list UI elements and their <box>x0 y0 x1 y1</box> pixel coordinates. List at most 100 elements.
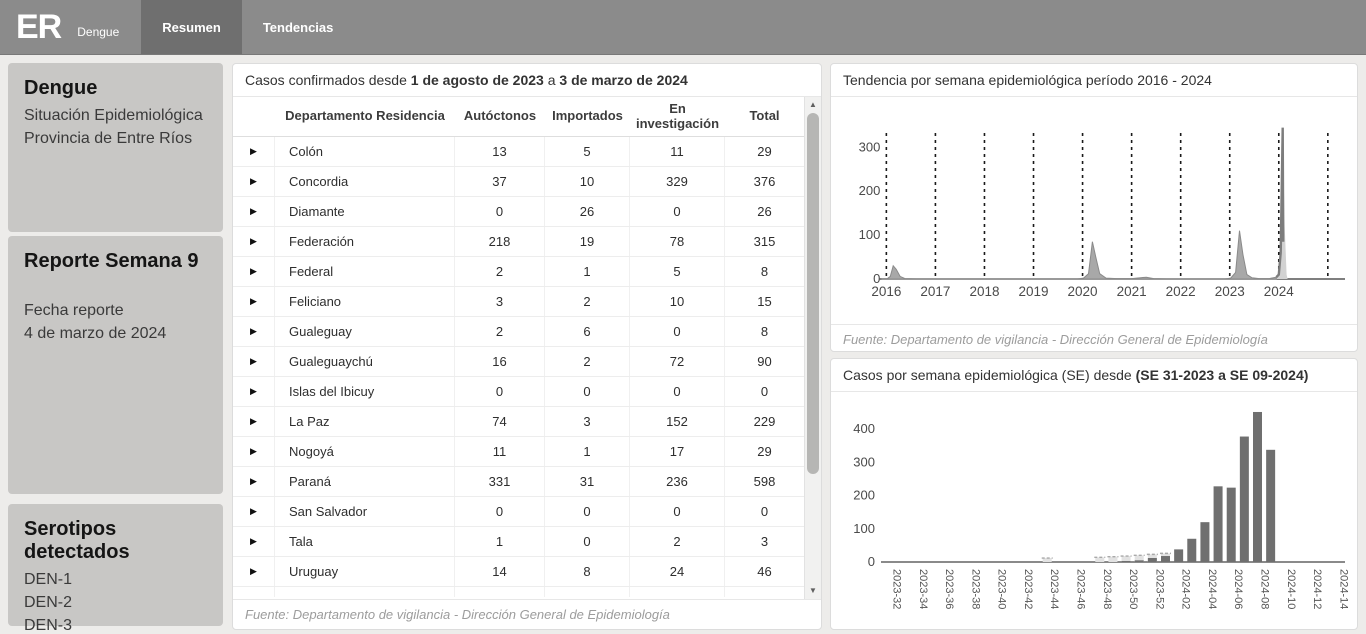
header-total[interactable]: Total <box>749 108 780 124</box>
cell-autoctonos: 13 <box>455 137 545 166</box>
svg-text:100: 100 <box>859 227 881 242</box>
table-row[interactable]: ▶ La Paz 74 3 152 229 <box>233 407 804 437</box>
cell-importados: 3 <box>545 407 630 436</box>
header-en-investigacion[interactable]: En investigación <box>635 100 720 131</box>
svg-text:2023-40: 2023-40 <box>996 569 1008 609</box>
cell-autoctonos: 331 <box>455 467 545 496</box>
table-row[interactable]: ▶ Tala 1 0 2 3 <box>233 527 804 557</box>
svg-text:2023-42: 2023-42 <box>1022 569 1034 609</box>
cell-en-investigacion: 0 <box>630 317 725 346</box>
table-row[interactable]: ▶ Uruguay 14 8 24 46 <box>233 557 804 587</box>
trend-source-note: Fuente: Departamento de vigilancia - Dir… <box>831 324 1357 351</box>
table-row[interactable]: ▶ Gualeguay 2 6 0 8 <box>233 317 804 347</box>
svg-text:0: 0 <box>873 271 880 286</box>
svg-text:2023-32: 2023-32 <box>891 569 903 609</box>
table-row[interactable]: ▶ Islas del Ibicuy 0 0 0 0 <box>233 377 804 407</box>
expand-row-icon[interactable]: ▶ <box>233 167 275 196</box>
expand-row-icon[interactable]: ▶ <box>233 467 275 496</box>
svg-text:200: 200 <box>853 488 875 503</box>
weekly-title: Casos por semana epidemiológica (SE) des… <box>831 359 1357 392</box>
cell-en-investigacion: 72 <box>630 347 725 376</box>
cell-total: 15 <box>757 294 772 309</box>
expand-row-icon[interactable]: ▶ <box>233 377 275 406</box>
svg-text:300: 300 <box>859 139 881 154</box>
cell-departamento: Federal <box>275 257 455 286</box>
cell-departamento: Islas del Ibicuy <box>275 377 455 406</box>
expand-row-icon[interactable]: ▶ <box>233 197 275 226</box>
cell-total: 29 <box>757 144 772 159</box>
cell-en-investigacion: 5 <box>630 257 725 286</box>
cell-autoctonos: 3 <box>455 287 545 316</box>
card-line: DEN-1 <box>24 571 73 588</box>
card-title: Dengue <box>24 77 98 99</box>
expand-row-icon[interactable]: ▶ <box>233 497 275 526</box>
header-autoctonos[interactable]: Autóctonos <box>463 108 537 124</box>
cell-departamento: Paraná <box>275 467 455 496</box>
tab-resumen[interactable]: Resumen <box>141 0 242 54</box>
expand-row-icon[interactable]: ▶ <box>233 347 275 376</box>
header-importados[interactable]: Importados <box>552 108 623 124</box>
table-body: ▶ Colón 13 5 11 29 ▶ Concordia 37 10 329 376 ▶ Diaman… <box>233 137 804 597</box>
expand-row-icon[interactable]: ▶ <box>233 527 275 556</box>
svg-text:2024: 2024 <box>1264 284 1295 299</box>
table-row[interactable]: ▶ Gualeguaychú 16 2 72 90 <box>233 347 804 377</box>
cell-total: 90 <box>757 354 772 369</box>
cell-total: 598 <box>753 474 776 489</box>
table-row[interactable]: ▶ Colón 13 5 11 29 <box>233 137 804 167</box>
cell-en-investigacion: 10 <box>630 287 725 316</box>
svg-text:2024-02: 2024-02 <box>1180 569 1192 609</box>
header-expander <box>233 97 275 136</box>
cell-importados: 19 <box>545 227 630 256</box>
table-row[interactable]: ▶ Concordia 37 10 329 376 <box>233 167 804 197</box>
expand-row-icon[interactable]: ▶ <box>233 227 275 256</box>
cases-table: Departamento Residencia Autóctonos Impor… <box>233 97 821 599</box>
table-row[interactable]: ▶ Paraná 331 31 236 598 <box>233 467 804 497</box>
expand-row-icon[interactable]: ▶ <box>233 407 275 436</box>
sidebar-card-dengue: Dengue Situación Epidemiológica Provinci… <box>8 63 223 232</box>
svg-text:2023-34: 2023-34 <box>917 569 929 609</box>
cell-importados: 0 <box>545 527 630 556</box>
card-line: Provincia de Entre Ríos <box>24 130 193 148</box>
expand-row-icon[interactable]: ▶ <box>233 437 275 466</box>
card-line: Fecha reporte <box>24 302 124 319</box>
trend-panel: Tendencia por semana epidemiológica perí… <box>830 63 1358 352</box>
cell-departamento: Tala <box>275 527 455 556</box>
expand-row-icon[interactable]: ▶ <box>233 137 275 166</box>
svg-text:2023-52: 2023-52 <box>1153 569 1165 609</box>
table-row[interactable]: ▶ Feliciano 3 2 10 15 <box>233 287 804 317</box>
table-row[interactable]: ▶ Federal 2 1 5 8 <box>233 257 804 287</box>
svg-text:2019: 2019 <box>1018 284 1048 299</box>
svg-text:200: 200 <box>859 183 881 198</box>
scrollbar-thumb[interactable] <box>807 113 819 475</box>
cell-autoctonos: 74 <box>455 407 545 436</box>
table-row[interactable]: ▶ Diamante 0 26 0 26 <box>233 197 804 227</box>
svg-text:2016: 2016 <box>871 284 901 299</box>
cell-autoctonos: 0 <box>455 377 545 406</box>
header-departamento[interactable]: Departamento Residencia <box>285 108 445 124</box>
scroll-up-icon[interactable]: ▲ <box>809 100 817 109</box>
title-text: Casos por semana epidemiológica (SE) des… <box>843 367 1136 383</box>
brand-label: Dengue <box>77 25 120 39</box>
table-row[interactable]: ▶ Nogoyá 11 1 17 29 <box>233 437 804 467</box>
cell-en-investigacion: 11 <box>630 137 725 166</box>
expand-row-icon[interactable]: ▶ <box>233 257 275 286</box>
expand-row-icon[interactable]: ▶ <box>233 317 275 346</box>
cell-total: 0 <box>760 504 769 519</box>
table-scrollbar[interactable]: ▲ ▼ <box>804 97 821 599</box>
expand-row-icon[interactable]: ▶ <box>233 557 275 586</box>
tab-tendencias[interactable]: Tendencias <box>262 19 334 35</box>
svg-text:2023-48: 2023-48 <box>1101 569 1113 609</box>
trend-chart-svg: 0 100 200 300 2016 2017 2018 2019 2020 2021 2022 20… <box>859 127 1345 299</box>
svg-text:2024-04: 2024-04 <box>1206 569 1218 609</box>
table-row[interactable]: ▶ Federación 218 19 78 315 <box>233 227 804 257</box>
svg-text:2024-14: 2024-14 <box>1337 569 1349 609</box>
cell-autoctonos: 11 <box>455 437 545 466</box>
cell-total: 3 <box>760 534 769 549</box>
scroll-down-icon[interactable]: ▼ <box>809 586 817 595</box>
title-date-end: 3 de marzo de 2024 <box>559 72 688 88</box>
svg-text:2023-44: 2023-44 <box>1048 569 1060 609</box>
expand-row-icon[interactable]: ▶ <box>233 287 275 316</box>
table-row[interactable]: ▶ San Salvador 0 0 0 0 <box>233 497 804 527</box>
cell-total: 46 <box>757 564 772 579</box>
cell-departamento: San Salvador <box>275 497 455 526</box>
